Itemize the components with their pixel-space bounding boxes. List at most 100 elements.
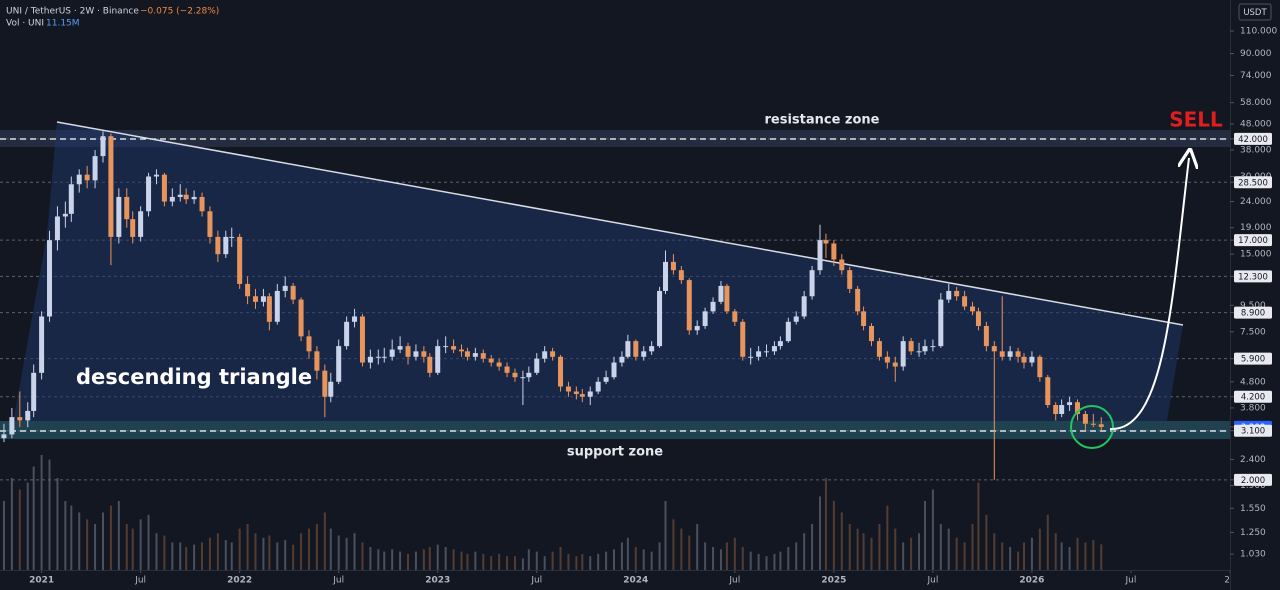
volume-bar: [1017, 551, 1020, 570]
candle-body: [962, 296, 968, 307]
triangle-area: [12, 122, 1183, 428]
volume-bar: [923, 501, 926, 570]
y-tick-label: 42.000: [1238, 135, 1268, 145]
volume-bar: [268, 535, 271, 570]
volume-bar: [803, 533, 806, 570]
volume-bar: [749, 551, 752, 570]
candle-body: [274, 290, 280, 322]
candle-body: [975, 311, 981, 326]
volume-bar: [1092, 540, 1095, 570]
volume-bar: [878, 524, 881, 570]
volume-bar: [399, 551, 402, 570]
highlight-circle: [1070, 405, 1114, 449]
volume-bar: [931, 489, 934, 570]
candle-body: [375, 356, 381, 358]
y-tick-label: 28.500: [1238, 178, 1268, 188]
candle-body: [229, 236, 235, 238]
volume-bar: [361, 542, 364, 570]
volume-bar: [353, 533, 356, 570]
volume-bar: [650, 551, 653, 570]
candle-body: [657, 290, 663, 347]
volume-bar: [832, 501, 835, 570]
volume-bar: [597, 553, 600, 570]
candle-body: [876, 341, 882, 357]
volume-bar: [414, 551, 417, 570]
y-tick-label: 15.000: [1240, 250, 1272, 260]
candle-body: [76, 174, 82, 185]
candle-body: [809, 270, 815, 297]
volume-bar: [315, 524, 318, 570]
volume-bar: [10, 478, 13, 570]
volume-bar: [117, 501, 120, 570]
y-axis-panel: [1230, 0, 1280, 590]
volume-bar: [680, 528, 683, 570]
y-tick-label: 5.900: [1241, 355, 1265, 365]
volume-bar: [238, 528, 241, 570]
candles: [1, 131, 1104, 480]
volume-bar: [482, 553, 485, 570]
y-tick-box: [1234, 234, 1272, 247]
volume-bar: [262, 537, 265, 570]
candle-body: [413, 351, 419, 357]
y-tick-label: 9.500: [1240, 301, 1266, 311]
candle-body: [504, 366, 510, 373]
volume-bar: [208, 537, 211, 570]
y-tick-label: 74.000: [1240, 71, 1272, 81]
support-label: support zone: [567, 445, 663, 460]
volume-bar: [589, 556, 592, 570]
volume-bar: [824, 478, 827, 570]
volume-bar: [918, 533, 921, 570]
y-tick-box: [1234, 176, 1272, 189]
candle-body: [427, 356, 433, 373]
candle-body: [223, 236, 229, 255]
volume-bar: [147, 514, 150, 570]
volume-bar: [460, 551, 463, 570]
candle-body: [542, 351, 548, 359]
volume-bar: [559, 547, 562, 570]
candle-body: [443, 346, 449, 348]
volume-bar: [155, 533, 158, 570]
y-tick-label: 3.800: [1240, 403, 1266, 413]
volume-value: 11.15M: [46, 19, 80, 29]
volume-bar: [521, 558, 524, 570]
candle-body: [694, 325, 700, 331]
volume-bar: [620, 542, 623, 570]
symbol-title: UNI / TetherUS · 2W · Binance: [6, 7, 139, 17]
candle-body: [686, 280, 692, 331]
candle-body: [702, 311, 708, 326]
candle-body: [306, 336, 312, 352]
volume-bar: [86, 519, 89, 570]
candle-body: [397, 346, 403, 350]
candle-body: [785, 321, 791, 342]
volume-bar: [757, 553, 760, 570]
currency: USDT: [1243, 8, 1267, 18]
candle-body: [161, 174, 167, 202]
candle-body: [793, 316, 799, 322]
volume-bar: [292, 544, 295, 570]
candle-body: [1021, 356, 1027, 363]
volume-bar: [795, 542, 798, 570]
volume-bar: [78, 512, 81, 570]
volume-bar: [329, 528, 332, 570]
plot: resistance zone support zone descending …: [0, 108, 1230, 570]
projection-arrow: [1109, 158, 1189, 431]
candle-body: [322, 370, 328, 397]
candle-body: [260, 296, 266, 302]
x-tick-label: Jul: [134, 576, 146, 586]
candle-body: [314, 351, 320, 371]
candle-body: [916, 351, 922, 353]
candle-body: [344, 321, 350, 347]
volume-bar: [642, 549, 645, 570]
volume-bar: [109, 505, 112, 570]
volume-bar: [527, 549, 530, 570]
candle-body: [1067, 402, 1073, 406]
volume-bar: [1100, 544, 1103, 570]
volume-bar: [498, 553, 501, 570]
candle-body: [930, 346, 936, 348]
volume-bar: [567, 553, 570, 570]
volume-bar: [224, 540, 227, 570]
candle-body: [25, 410, 31, 421]
candle-body: [718, 285, 724, 302]
candle-body: [619, 356, 625, 363]
candle-body: [1015, 351, 1021, 357]
